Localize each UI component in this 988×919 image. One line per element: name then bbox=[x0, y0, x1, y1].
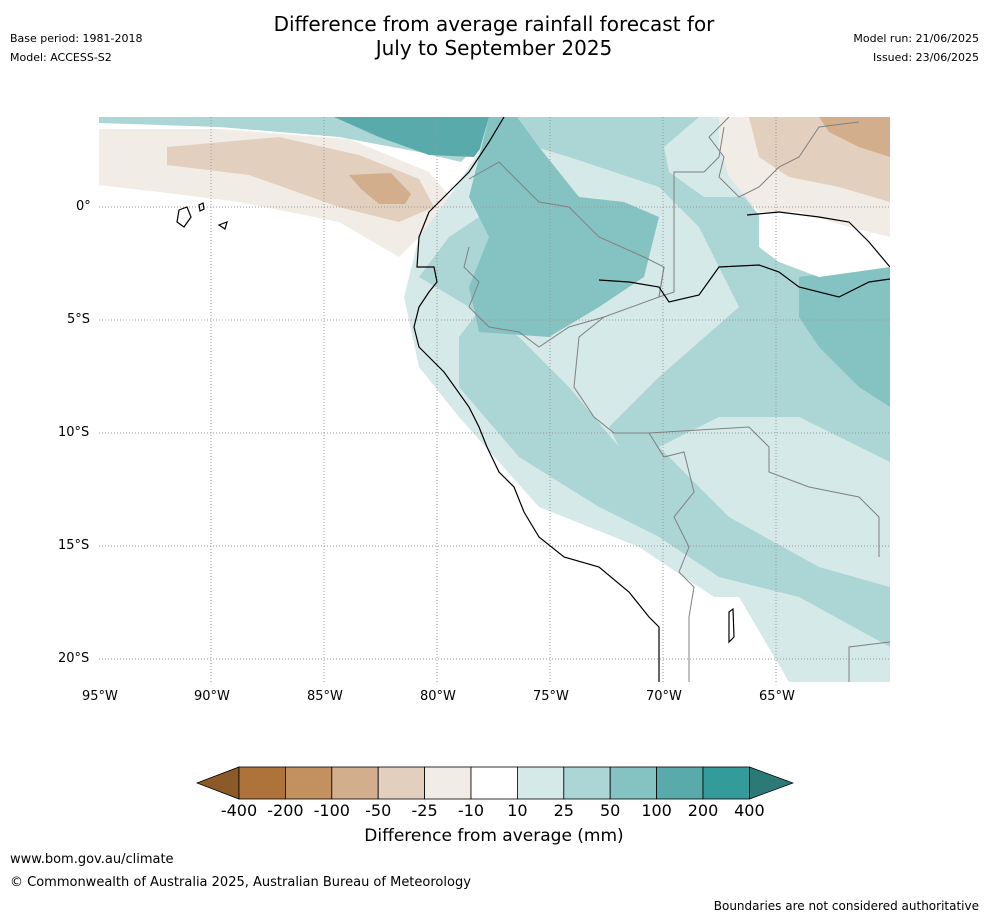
galapagos-island-2 bbox=[198, 202, 205, 212]
issued-date: Issued: 23/06/2025 bbox=[872, 51, 979, 64]
colorbar-extend-low bbox=[196, 766, 240, 800]
base-period: Base period: 1981-2018 bbox=[10, 32, 143, 45]
colorbar-tick-label: -200 bbox=[267, 801, 304, 820]
colorbar-tick-label: 100 bbox=[641, 801, 672, 820]
lon-label-65w: 65°W bbox=[759, 689, 795, 704]
northern-coastline bbox=[746, 211, 890, 268]
galapagos-island-3 bbox=[217, 221, 228, 230]
lat-label-15s: 15°S bbox=[58, 538, 90, 553]
colorbar-tick-label: -400 bbox=[220, 801, 258, 820]
colorbar-segment bbox=[516, 766, 565, 800]
page-title: Difference from average rainfall forecas… bbox=[0, 12, 988, 60]
zone-land-wet-east bbox=[799, 265, 890, 407]
title-line-2: July to September 2025 bbox=[375, 36, 613, 60]
titicaca-lake bbox=[728, 607, 735, 644]
border-colombia-brazil bbox=[658, 126, 725, 298]
colorbar-tick-label: 50 bbox=[600, 801, 621, 820]
lon-label-85w: 85°W bbox=[307, 689, 343, 704]
lat-label-0: 0° bbox=[76, 199, 91, 214]
colorbar-tick-label: 400 bbox=[734, 801, 765, 820]
colorbar-segment bbox=[238, 766, 286, 800]
zone-land-moderate bbox=[504, 117, 890, 462]
zone-southern-white bbox=[649, 597, 789, 682]
colorbar-segment bbox=[609, 766, 658, 800]
rainfall-map bbox=[99, 117, 890, 682]
colorbar-segment bbox=[563, 766, 611, 800]
colorbar-segment bbox=[470, 766, 518, 800]
lon-label-75w: 75°W bbox=[533, 689, 569, 704]
lat-label-5s: 5°S bbox=[67, 312, 91, 327]
galapagos-island-1 bbox=[176, 206, 192, 228]
colorbar-tick-label: -50 bbox=[365, 801, 392, 820]
website-url[interactable]: www.bom.gov.au/climate bbox=[10, 852, 174, 867]
copyright-notice: © Commonwealth of Australia 2025, Austra… bbox=[10, 875, 471, 890]
amazon-river bbox=[598, 264, 890, 303]
zone-land-moderate-south bbox=[419, 207, 890, 647]
zone-ocean-wet-core bbox=[334, 117, 504, 157]
zone-ocean-dry-mid bbox=[167, 137, 434, 222]
zone-land-dry-north-core bbox=[819, 117, 890, 157]
border-paraguay bbox=[848, 641, 890, 682]
lon-label-90w: 90°W bbox=[194, 689, 230, 704]
colorbar-tick-label: 200 bbox=[687, 801, 719, 820]
country-borders bbox=[463, 117, 890, 682]
graticule bbox=[99, 117, 890, 682]
colorbar-segment bbox=[331, 766, 379, 800]
zone-coastal-white bbox=[99, 247, 659, 682]
zone-land-wet bbox=[469, 117, 659, 337]
colorbar-segment bbox=[702, 766, 750, 800]
model-run: Model run: 21/06/2025 bbox=[853, 32, 979, 45]
lat-label-20s: 20°S bbox=[58, 651, 90, 666]
lon-label-95w: 95°W bbox=[82, 689, 118, 704]
colorbar-tick-label: 10 bbox=[507, 801, 528, 820]
boundary-disclaimer: Boundaries are not considered authoritat… bbox=[713, 899, 979, 913]
colorbar-tick-label: -100 bbox=[313, 801, 350, 820]
colorbar-segment bbox=[377, 766, 425, 800]
colorbar-tick-label: -10 bbox=[457, 801, 485, 820]
lat-label-10s: 10°S bbox=[58, 425, 90, 440]
colorbar-segment bbox=[424, 766, 472, 800]
colorbar-tick-label: 25 bbox=[553, 801, 574, 820]
coastlines bbox=[176, 117, 890, 682]
title-line-1: Difference from average rainfall forecas… bbox=[273, 12, 715, 36]
legend-title: Difference from average (mm) bbox=[364, 826, 624, 846]
lon-label-80w: 80°W bbox=[420, 689, 456, 704]
pacific-coastline bbox=[413, 117, 660, 682]
model-name: Model: ACCESS-S2 bbox=[10, 51, 112, 64]
lon-label-70w: 70°W bbox=[646, 689, 682, 704]
border-peru-bolivia-chile bbox=[573, 316, 695, 682]
colorbar bbox=[196, 766, 794, 800]
border-bolivia-brazil bbox=[648, 426, 880, 557]
colorbar-segment bbox=[285, 766, 333, 800]
border-venezuela-guyana bbox=[708, 117, 860, 198]
colorbar-extend-high bbox=[749, 766, 794, 800]
zone-ocean-dry-core bbox=[349, 173, 411, 204]
colorbar-tick-label: -25 bbox=[411, 801, 438, 820]
colorbar-segment bbox=[656, 766, 704, 800]
